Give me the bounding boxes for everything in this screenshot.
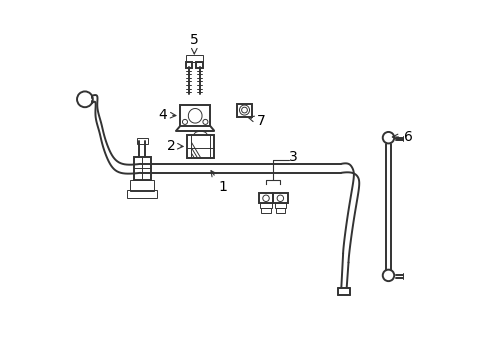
Text: 1: 1 — [210, 171, 227, 194]
Bar — [133, 157, 151, 180]
Bar — [187, 135, 214, 158]
Bar — [180, 105, 210, 126]
Bar — [196, 62, 203, 68]
Text: 5: 5 — [189, 33, 198, 54]
Bar — [185, 62, 192, 68]
Text: 4: 4 — [158, 108, 176, 122]
Bar — [130, 180, 154, 191]
Bar — [260, 203, 271, 208]
Text: 3: 3 — [289, 150, 298, 164]
Bar — [258, 193, 273, 203]
Text: 7: 7 — [248, 114, 265, 128]
Bar — [185, 55, 202, 62]
Bar — [273, 193, 287, 203]
Bar — [127, 190, 157, 198]
Bar — [274, 203, 285, 208]
Bar — [275, 208, 285, 213]
Bar — [236, 104, 252, 117]
Bar — [261, 208, 270, 213]
Bar — [136, 138, 148, 144]
Text: 2: 2 — [166, 139, 183, 153]
Text: 6: 6 — [391, 130, 412, 144]
